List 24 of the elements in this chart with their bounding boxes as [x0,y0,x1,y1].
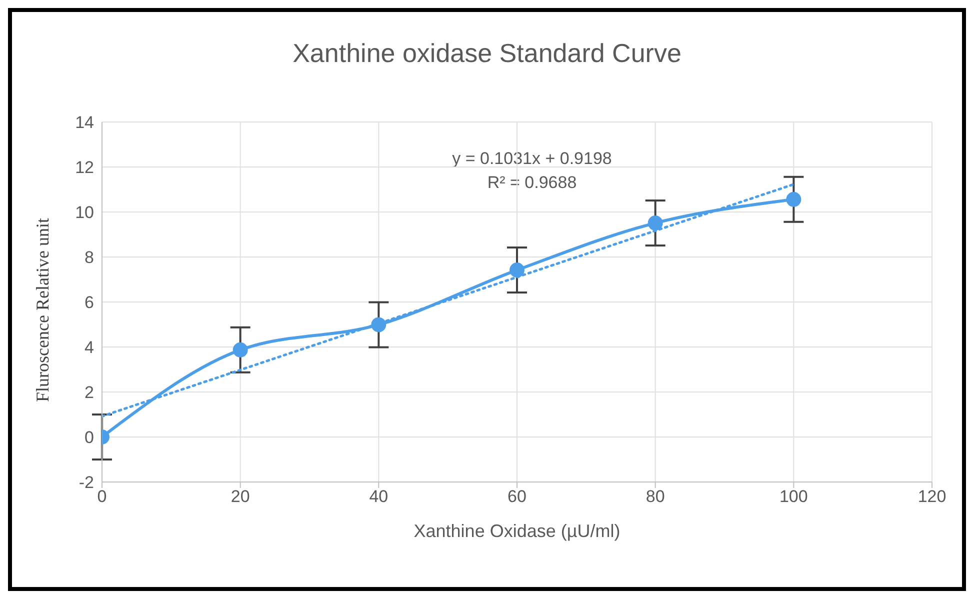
point [648,216,663,231]
point [371,317,386,332]
y-tick-label: 2 [84,383,94,402]
x-axis-title: Xanthine Oxidase (µU/ml) [414,521,620,541]
x-tick-label: 0 [97,487,107,506]
chart-title: Xanthine oxidase Standard Curve [292,37,682,70]
y-tick-label: 4 [84,338,94,358]
y-tick-label: 6 [84,293,94,312]
point [232,342,248,358]
point [786,192,802,207]
y-tick-label: -2 [78,473,94,492]
y-tick-label: 0 [84,428,94,448]
x-tick-label: 100 [779,487,808,506]
x-tick-label: 60 [508,487,526,506]
x-tick-label: 20 [230,487,250,506]
y-tick-label: 10 [75,203,94,222]
x-tick-label: 40 [369,487,388,506]
y-tick-label: 14 [75,113,94,132]
y-axis-title: Fluroscence Relative unit [32,218,52,402]
point [510,262,524,278]
y-tick-label: 8 [84,248,94,268]
x-tick-label: 80 [646,487,665,506]
x-tick-label: 120 [918,487,946,506]
y-tick-label: 12 [75,158,94,178]
